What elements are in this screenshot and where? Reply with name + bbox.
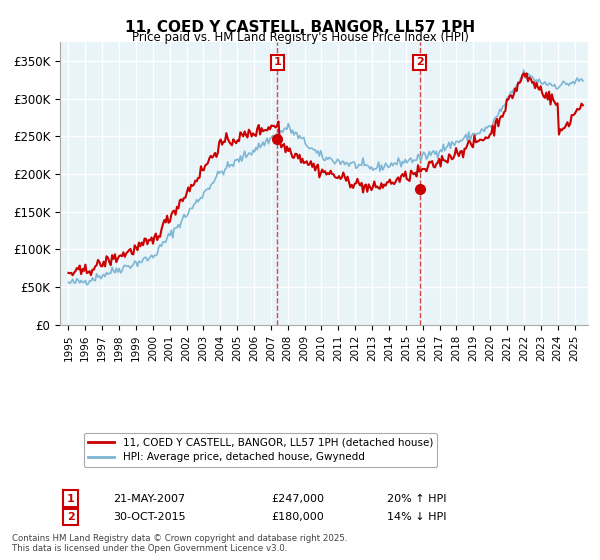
Text: 14% ↓ HPI: 14% ↓ HPI (388, 512, 447, 522)
Text: 30-OCT-2015: 30-OCT-2015 (113, 512, 185, 522)
Text: 20% ↑ HPI: 20% ↑ HPI (388, 494, 447, 504)
Text: 1: 1 (274, 57, 281, 67)
Text: 2: 2 (67, 512, 74, 522)
Text: 1: 1 (67, 494, 74, 504)
Text: 2: 2 (416, 57, 424, 67)
Text: 11, COED Y CASTELL, BANGOR, LL57 1PH: 11, COED Y CASTELL, BANGOR, LL57 1PH (125, 20, 475, 35)
Text: Price paid vs. HM Land Registry's House Price Index (HPI): Price paid vs. HM Land Registry's House … (131, 31, 469, 44)
Text: £180,000: £180,000 (271, 512, 324, 522)
Legend: 11, COED Y CASTELL, BANGOR, LL57 1PH (detached house), HPI: Average price, detac: 11, COED Y CASTELL, BANGOR, LL57 1PH (de… (84, 433, 437, 466)
Text: £247,000: £247,000 (271, 494, 324, 504)
Text: 21-MAY-2007: 21-MAY-2007 (113, 494, 185, 504)
Text: Contains HM Land Registry data © Crown copyright and database right 2025.
This d: Contains HM Land Registry data © Crown c… (12, 534, 347, 553)
